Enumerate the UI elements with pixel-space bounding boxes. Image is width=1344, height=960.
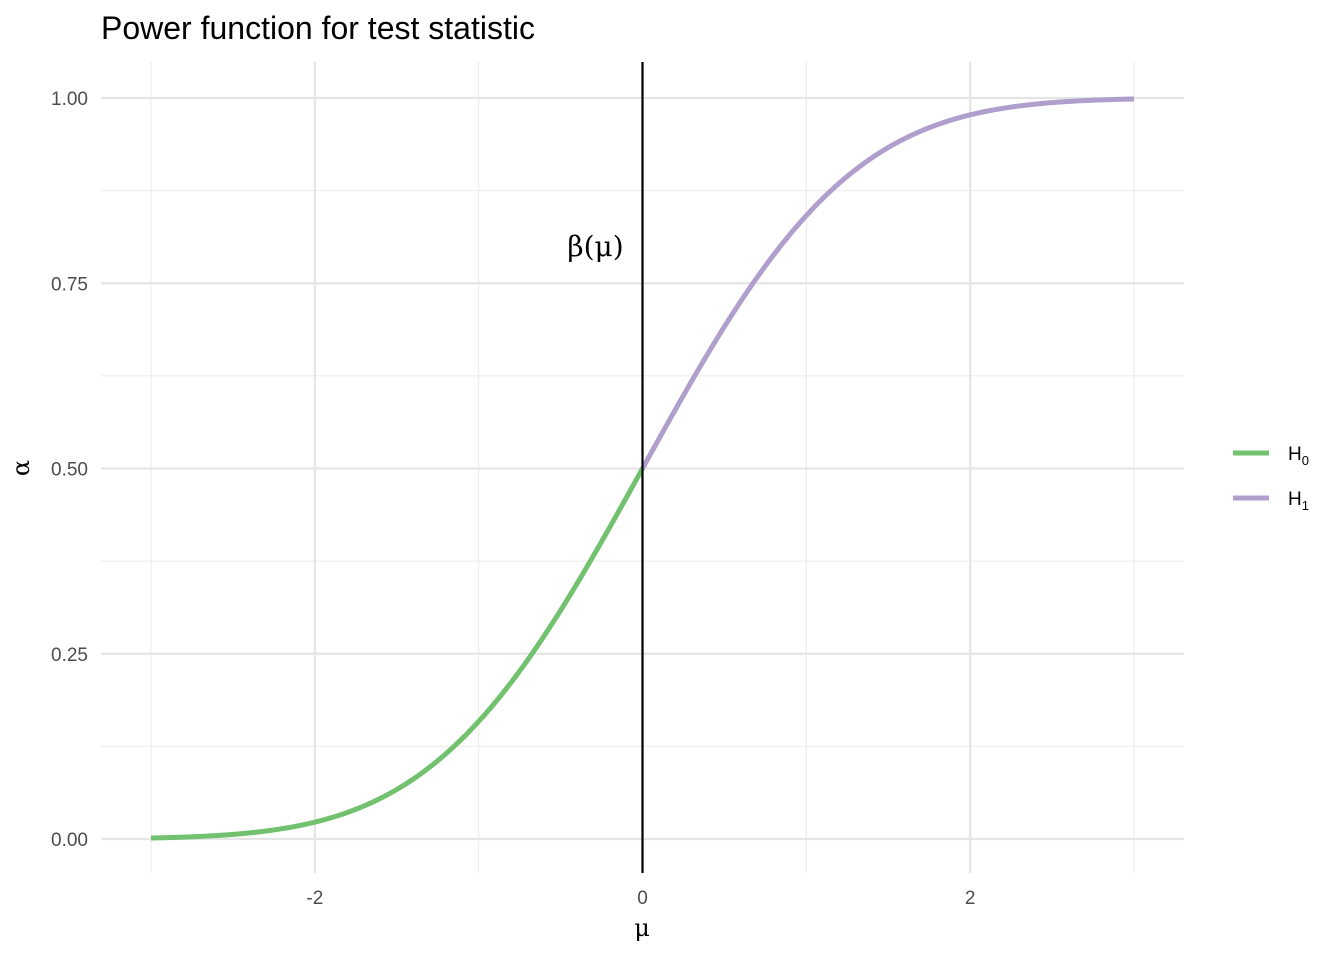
x-tick-label: -2 [306, 888, 323, 909]
y-tick-labels: 0.00 0.25 0.50 0.75 1.00 [51, 89, 88, 851]
legend-label-subscript: 1 [1302, 498, 1309, 513]
y-tick-label: 0.50 [51, 460, 88, 481]
chart-title: Power function for test statistic [101, 10, 535, 46]
y-tick-label: 0.00 [51, 830, 88, 851]
y-tick-label: 1.00 [51, 89, 88, 110]
legend-label-subscript: 0 [1302, 453, 1309, 468]
legend: H0 H1 [1233, 444, 1309, 513]
y-axis-label: α [7, 460, 35, 476]
legend-item-h0: H0 [1233, 444, 1309, 468]
x-tick-labels: -2 0 2 [306, 888, 975, 909]
x-axis-label: μ [634, 914, 650, 942]
legend-label: H1 [1288, 489, 1309, 513]
y-tick-label: 0.25 [51, 645, 88, 666]
series-layer [150, 96, 1135, 841]
legend-label: H0 [1288, 444, 1309, 468]
series-line-h0 [150, 467, 645, 841]
beta-mu-annotation: β(μ) [567, 230, 623, 263]
series-line-h1 [640, 96, 1135, 470]
y-tick-label: 0.75 [51, 274, 88, 295]
x-tick-label: 0 [637, 888, 648, 909]
x-tick-label: 2 [965, 888, 976, 909]
legend-item-h1: H1 [1233, 489, 1309, 513]
